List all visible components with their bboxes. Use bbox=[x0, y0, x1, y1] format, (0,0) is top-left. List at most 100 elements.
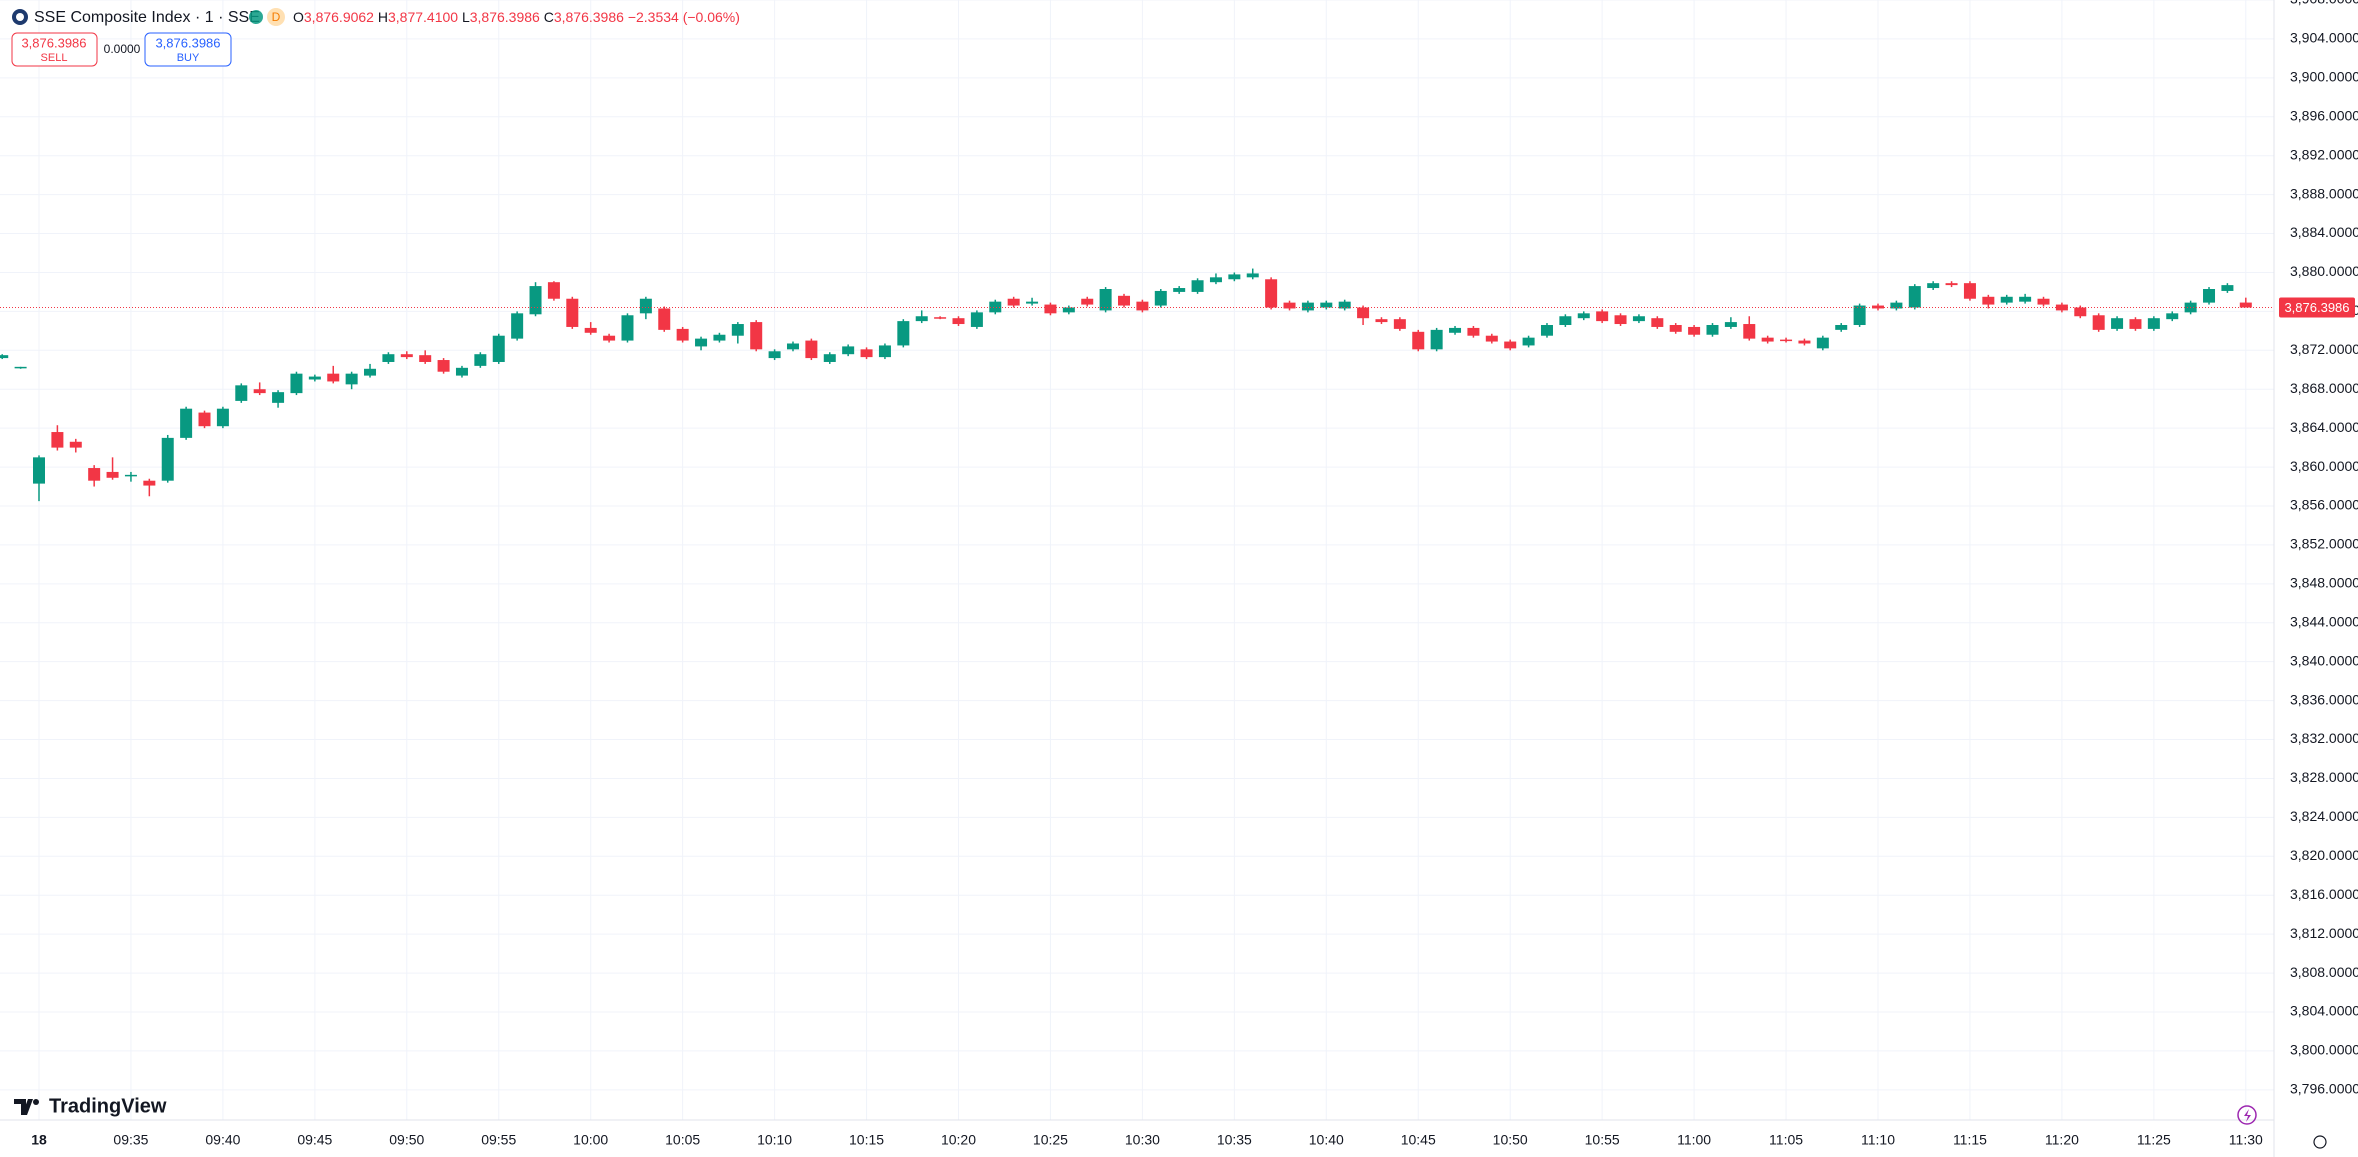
candle-body bbox=[2019, 296, 2032, 302]
y-tick-label: 3,828.0000 bbox=[2290, 769, 2358, 785]
buy-price: 3,876.3986 bbox=[155, 35, 220, 50]
candle-body bbox=[474, 354, 487, 366]
candle-body bbox=[1062, 307, 1075, 313]
alert-bolt bbox=[2244, 1109, 2251, 1122]
candle-body bbox=[1393, 319, 1406, 329]
y-tick-label: 3,824.0000 bbox=[2290, 808, 2358, 824]
candle-body bbox=[1982, 296, 1995, 305]
buy-label: BUY bbox=[177, 52, 200, 64]
x-tick-label: 11:25 bbox=[2137, 1132, 2171, 1148]
y-tick-label: 3,840.0000 bbox=[2290, 652, 2358, 668]
candle-body bbox=[437, 360, 450, 372]
candle-body bbox=[1835, 325, 1848, 330]
candle-body bbox=[1301, 302, 1314, 311]
x-tick-label: 09:40 bbox=[205, 1132, 240, 1148]
candle-body bbox=[1743, 324, 1756, 339]
candle-body bbox=[750, 322, 763, 350]
candle-body bbox=[2239, 302, 2252, 308]
candle-body bbox=[603, 335, 616, 341]
candle-body bbox=[2037, 298, 2050, 305]
candle-body bbox=[1449, 327, 1462, 333]
candle-body bbox=[805, 340, 818, 359]
x-tick-label: 10:15 bbox=[849, 1132, 884, 1148]
candle-body bbox=[1099, 289, 1112, 311]
candle-body bbox=[143, 480, 156, 486]
settings-icon[interactable] bbox=[2313, 1135, 2327, 1149]
candle-body bbox=[547, 282, 560, 299]
candle-body bbox=[2092, 315, 2105, 330]
candle-body bbox=[970, 312, 983, 327]
candle-body bbox=[345, 373, 358, 385]
open-value: 3,876.9062 bbox=[304, 9, 374, 25]
candle-body bbox=[2129, 319, 2142, 329]
alert-icon[interactable] bbox=[2237, 1105, 2257, 1125]
candle-body bbox=[1927, 283, 1940, 289]
symbol-title[interactable]: SSE Composite Index · 1 · SSE bbox=[34, 9, 260, 26]
x-tick-label: 10:30 bbox=[1125, 1132, 1160, 1148]
close-label: C bbox=[544, 9, 554, 25]
candle-body bbox=[1577, 313, 1590, 319]
logo-text: TradingView bbox=[49, 1095, 167, 1117]
candle-body bbox=[1412, 331, 1425, 350]
badge-bg bbox=[267, 8, 285, 26]
logo: TradingView bbox=[14, 1095, 167, 1117]
y-tick-label: 3,820.0000 bbox=[2290, 847, 2358, 863]
candle-body bbox=[1596, 311, 1609, 322]
candle-body bbox=[1614, 315, 1627, 325]
x-tick-label: 10:00 bbox=[573, 1132, 608, 1148]
x-tick-label: 10:25 bbox=[1033, 1132, 1068, 1148]
y-tick-label: 3,880.0000 bbox=[2290, 263, 2358, 279]
y-tick-label: 3,856.0000 bbox=[2290, 497, 2358, 513]
sell-button[interactable] bbox=[11, 32, 98, 67]
candle-body bbox=[272, 392, 285, 403]
candle-body bbox=[161, 437, 174, 481]
candle-body bbox=[676, 328, 689, 341]
candle-body bbox=[1026, 301, 1039, 304]
candle-body bbox=[1816, 337, 1829, 349]
candle-body bbox=[1154, 290, 1167, 306]
close-value: 3,876.3986 bbox=[554, 9, 624, 25]
buy-button[interactable] bbox=[144, 32, 232, 67]
candle-body bbox=[1320, 302, 1333, 308]
x-tick-label: 09:55 bbox=[481, 1132, 516, 1148]
badge: D bbox=[272, 10, 281, 24]
candle-body bbox=[2166, 313, 2179, 320]
y-tick-label: 3,844.0000 bbox=[2290, 613, 2358, 629]
x-tick-label: 11:10 bbox=[1861, 1132, 1895, 1148]
candle-body bbox=[584, 327, 597, 333]
x-tick-label: 11:00 bbox=[1677, 1132, 1711, 1148]
candle-body bbox=[2111, 318, 2124, 329]
x-tick-label: 10:20 bbox=[941, 1132, 976, 1148]
y-tick-label: 3,896.0000 bbox=[2290, 107, 2358, 123]
candle-body bbox=[1265, 279, 1278, 308]
candle-body bbox=[2000, 296, 2013, 303]
candle-body bbox=[1044, 304, 1057, 314]
candle-body bbox=[69, 441, 82, 448]
candle-body bbox=[1688, 326, 1701, 335]
candle-body bbox=[658, 308, 671, 330]
candle-body bbox=[1706, 325, 1719, 335]
x-tick-label: 11:15 bbox=[1953, 1132, 1987, 1148]
candle-body bbox=[1118, 295, 1131, 306]
candle-body bbox=[216, 408, 229, 427]
candle-body bbox=[989, 301, 1002, 313]
y-tick-label: 3,848.0000 bbox=[2290, 575, 2358, 591]
x-tick-label: 10:05 bbox=[665, 1132, 700, 1148]
y-tick-label: 3,852.0000 bbox=[2290, 536, 2358, 552]
candle-body bbox=[400, 354, 413, 358]
candle-body bbox=[621, 315, 634, 341]
y-tick-label: 3,796.0000 bbox=[2290, 1081, 2358, 1097]
candle-body bbox=[1522, 337, 1535, 346]
candle-body bbox=[235, 385, 248, 401]
ohlc-legend: O3,876.9062 H3,877.4100 L3,876.3986 C3,8… bbox=[293, 9, 740, 25]
y-tick-label: 3,816.0000 bbox=[2290, 886, 2358, 902]
candle-body bbox=[1357, 307, 1370, 319]
spread: 0.0000 bbox=[104, 42, 141, 56]
candle-body bbox=[253, 389, 266, 394]
candle-body bbox=[327, 373, 340, 382]
candle-body bbox=[639, 298, 652, 314]
candle-body bbox=[1467, 327, 1480, 336]
candle-body bbox=[33, 457, 45, 484]
candle-body bbox=[878, 345, 891, 358]
